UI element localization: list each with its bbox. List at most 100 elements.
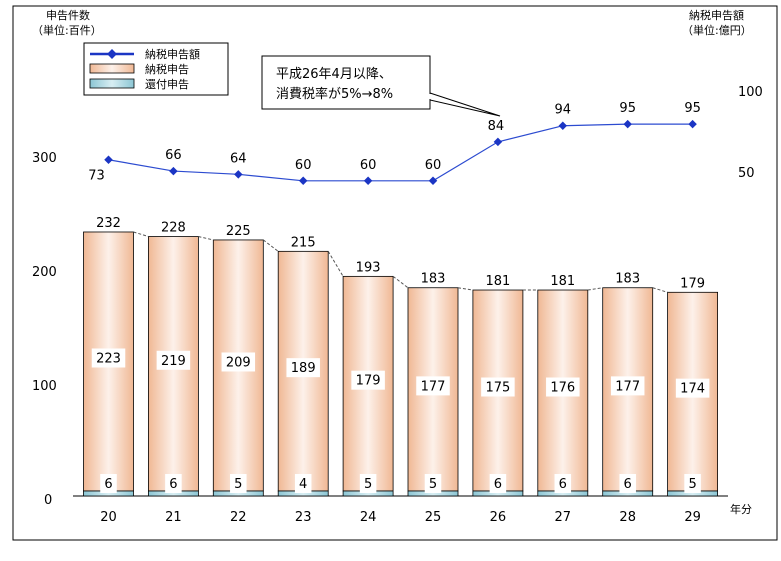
payment-label: 177 [421, 379, 446, 394]
amount-marker [234, 170, 243, 179]
annotation-callout: 平成26年4月以降、 消費税率が5%→8% [261, 55, 501, 117]
amount-marker [169, 166, 178, 176]
refund-label-bg [489, 474, 507, 493]
left-axis-title-line1: 申告件数 [46, 9, 90, 22]
amount-label: 95 [684, 101, 701, 116]
x-tick-label: 28 [619, 510, 636, 525]
refund-label-bg [424, 474, 442, 493]
payment-label: 189 [291, 361, 316, 376]
legend-item-pay: 納税申告 [145, 62, 189, 76]
payment-label: 176 [550, 381, 575, 396]
amount-marker [493, 137, 503, 147]
payment-label: 219 [161, 354, 186, 369]
x-tick-label: 20 [100, 510, 117, 525]
legend-line-marker [107, 49, 117, 59]
chart-frame [12, 5, 778, 541]
payment-label-bg [675, 378, 710, 398]
left-tick-0: 0 [44, 493, 52, 508]
refund-label-bg [100, 474, 117, 493]
payment-label-bg [286, 358, 320, 378]
payment-label: 179 [356, 374, 381, 389]
amount-marker [298, 176, 308, 186]
total-label: 228 [161, 221, 186, 236]
x-tick-label: 22 [230, 510, 247, 525]
refund-label: 5 [429, 477, 437, 492]
refund-label-bg [230, 474, 247, 493]
x-tick-label: 21 [165, 510, 182, 525]
amount-marker [428, 176, 438, 186]
amount-marker [688, 119, 697, 129]
line-layer: 73 66 64 60 60 60 84 94 95 95 [88, 101, 701, 186]
total-connector [392, 275, 409, 289]
annotation-line1: 平成26年4月以降、 [276, 67, 392, 82]
total-label: 179 [680, 276, 705, 291]
payment-label-bg [481, 377, 515, 397]
total-label: 181 [485, 274, 510, 289]
refund-label: 6 [104, 477, 112, 492]
payment-label-bg [546, 377, 580, 397]
annotation-line2: 消費税率が5%→8% [276, 86, 393, 102]
annotation-pointer [429, 92, 501, 117]
right-tick-100: 100 [738, 85, 763, 100]
legend-item-line: 納税申告額 [145, 47, 200, 61]
total-label: 225 [226, 224, 251, 239]
payment-label-bg [221, 352, 256, 372]
left-axis-title-line2: （単位:百件） [32, 23, 102, 37]
refund-label: 6 [169, 477, 177, 492]
refund-label: 4 [299, 477, 307, 492]
total-label: 232 [96, 216, 121, 231]
amount-label: 60 [295, 158, 312, 173]
amount-label: 64 [230, 151, 247, 166]
annotation-box [261, 55, 431, 110]
total-connector [652, 287, 668, 293]
right-axis-title-line2: （単位:億円） [682, 23, 752, 37]
refund-label-bg [165, 474, 182, 493]
legend: 納税申告額 納税申告 還付申告 [83, 42, 229, 96]
payment-label-bg [416, 376, 450, 396]
refund-label: 5 [364, 477, 372, 492]
x-tick-label: 29 [684, 510, 701, 525]
legend-pay-swatch [89, 63, 135, 74]
refund-label-bg [619, 474, 636, 493]
refund-label: 6 [559, 477, 567, 492]
legend-refund-swatch [89, 78, 135, 89]
amount-label: 60 [360, 158, 377, 173]
total-connector [133, 231, 149, 238]
amount-label: 94 [555, 103, 572, 118]
total-label: 183 [615, 272, 640, 287]
bars-layer: 232 223 6 20 228 219 6 21 225 209 5 22 215 189 4 23 193 1… [83, 216, 718, 525]
amount-marker [363, 176, 373, 186]
amount-line [108, 123, 693, 182]
x-tick-label: 23 [295, 510, 312, 525]
refund-label-bg [554, 474, 572, 493]
refund-label-bg [684, 474, 701, 493]
x-tick-label: 26 [490, 510, 507, 525]
total-connector [587, 287, 603, 291]
amount-label: 73 [88, 169, 105, 184]
total-connector [262, 239, 279, 252]
payment-label: 174 [680, 382, 705, 397]
amount-label: 95 [619, 101, 636, 116]
refund-label: 6 [494, 477, 502, 492]
left-tick-100: 100 [32, 379, 57, 394]
amount-label: 60 [425, 158, 442, 173]
payment-label-bg [351, 370, 385, 390]
payment-label: 177 [615, 379, 640, 394]
left-tick-300: 300 [32, 151, 57, 166]
total-connector [327, 251, 344, 277]
refund-label: 6 [624, 477, 632, 492]
right-tick-50: 50 [738, 166, 755, 181]
payment-label: 175 [485, 381, 510, 396]
refund-label-bg [359, 474, 377, 493]
x-tick-label: 24 [360, 510, 377, 525]
legend-item-refund: 還付申告 [145, 78, 189, 91]
payment-label-bg [156, 350, 191, 370]
payment-label-bg [91, 348, 126, 368]
left-tick-200: 200 [32, 265, 57, 280]
amount-marker [104, 155, 113, 164]
total-connector [457, 287, 473, 291]
payment-label: 223 [96, 351, 121, 366]
amount-label: 84 [488, 119, 505, 134]
total-label: 183 [421, 272, 446, 287]
